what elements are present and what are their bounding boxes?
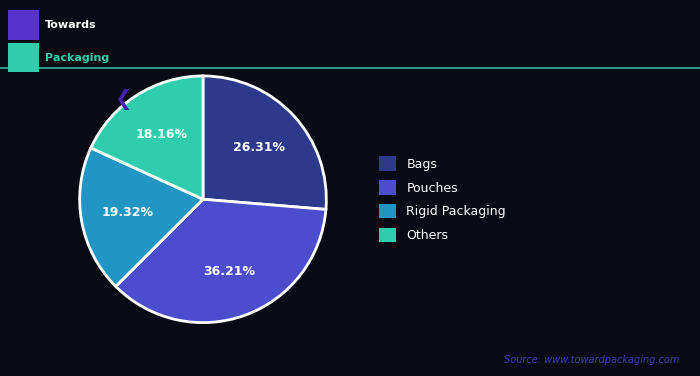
- Wedge shape: [80, 148, 203, 287]
- Text: 18.16%: 18.16%: [136, 129, 188, 141]
- Text: Towards: Towards: [45, 20, 97, 30]
- Wedge shape: [116, 199, 326, 323]
- Text: 26.31%: 26.31%: [233, 141, 285, 154]
- Legend: Bags, Pouches, Rigid Packaging, Others: Bags, Pouches, Rigid Packaging, Others: [379, 156, 506, 242]
- Text: 36.21%: 36.21%: [203, 265, 256, 277]
- Text: Packaging: Packaging: [45, 53, 109, 62]
- Text: 19.32%: 19.32%: [102, 206, 154, 219]
- Text: ◆: ◆: [140, 95, 147, 105]
- Text: ❮: ❮: [113, 89, 132, 110]
- FancyBboxPatch shape: [8, 10, 39, 40]
- Text: Source: www.towardpackaging.com: Source: www.towardpackaging.com: [503, 355, 679, 365]
- Wedge shape: [203, 76, 326, 209]
- FancyBboxPatch shape: [8, 43, 39, 73]
- Wedge shape: [91, 76, 203, 199]
